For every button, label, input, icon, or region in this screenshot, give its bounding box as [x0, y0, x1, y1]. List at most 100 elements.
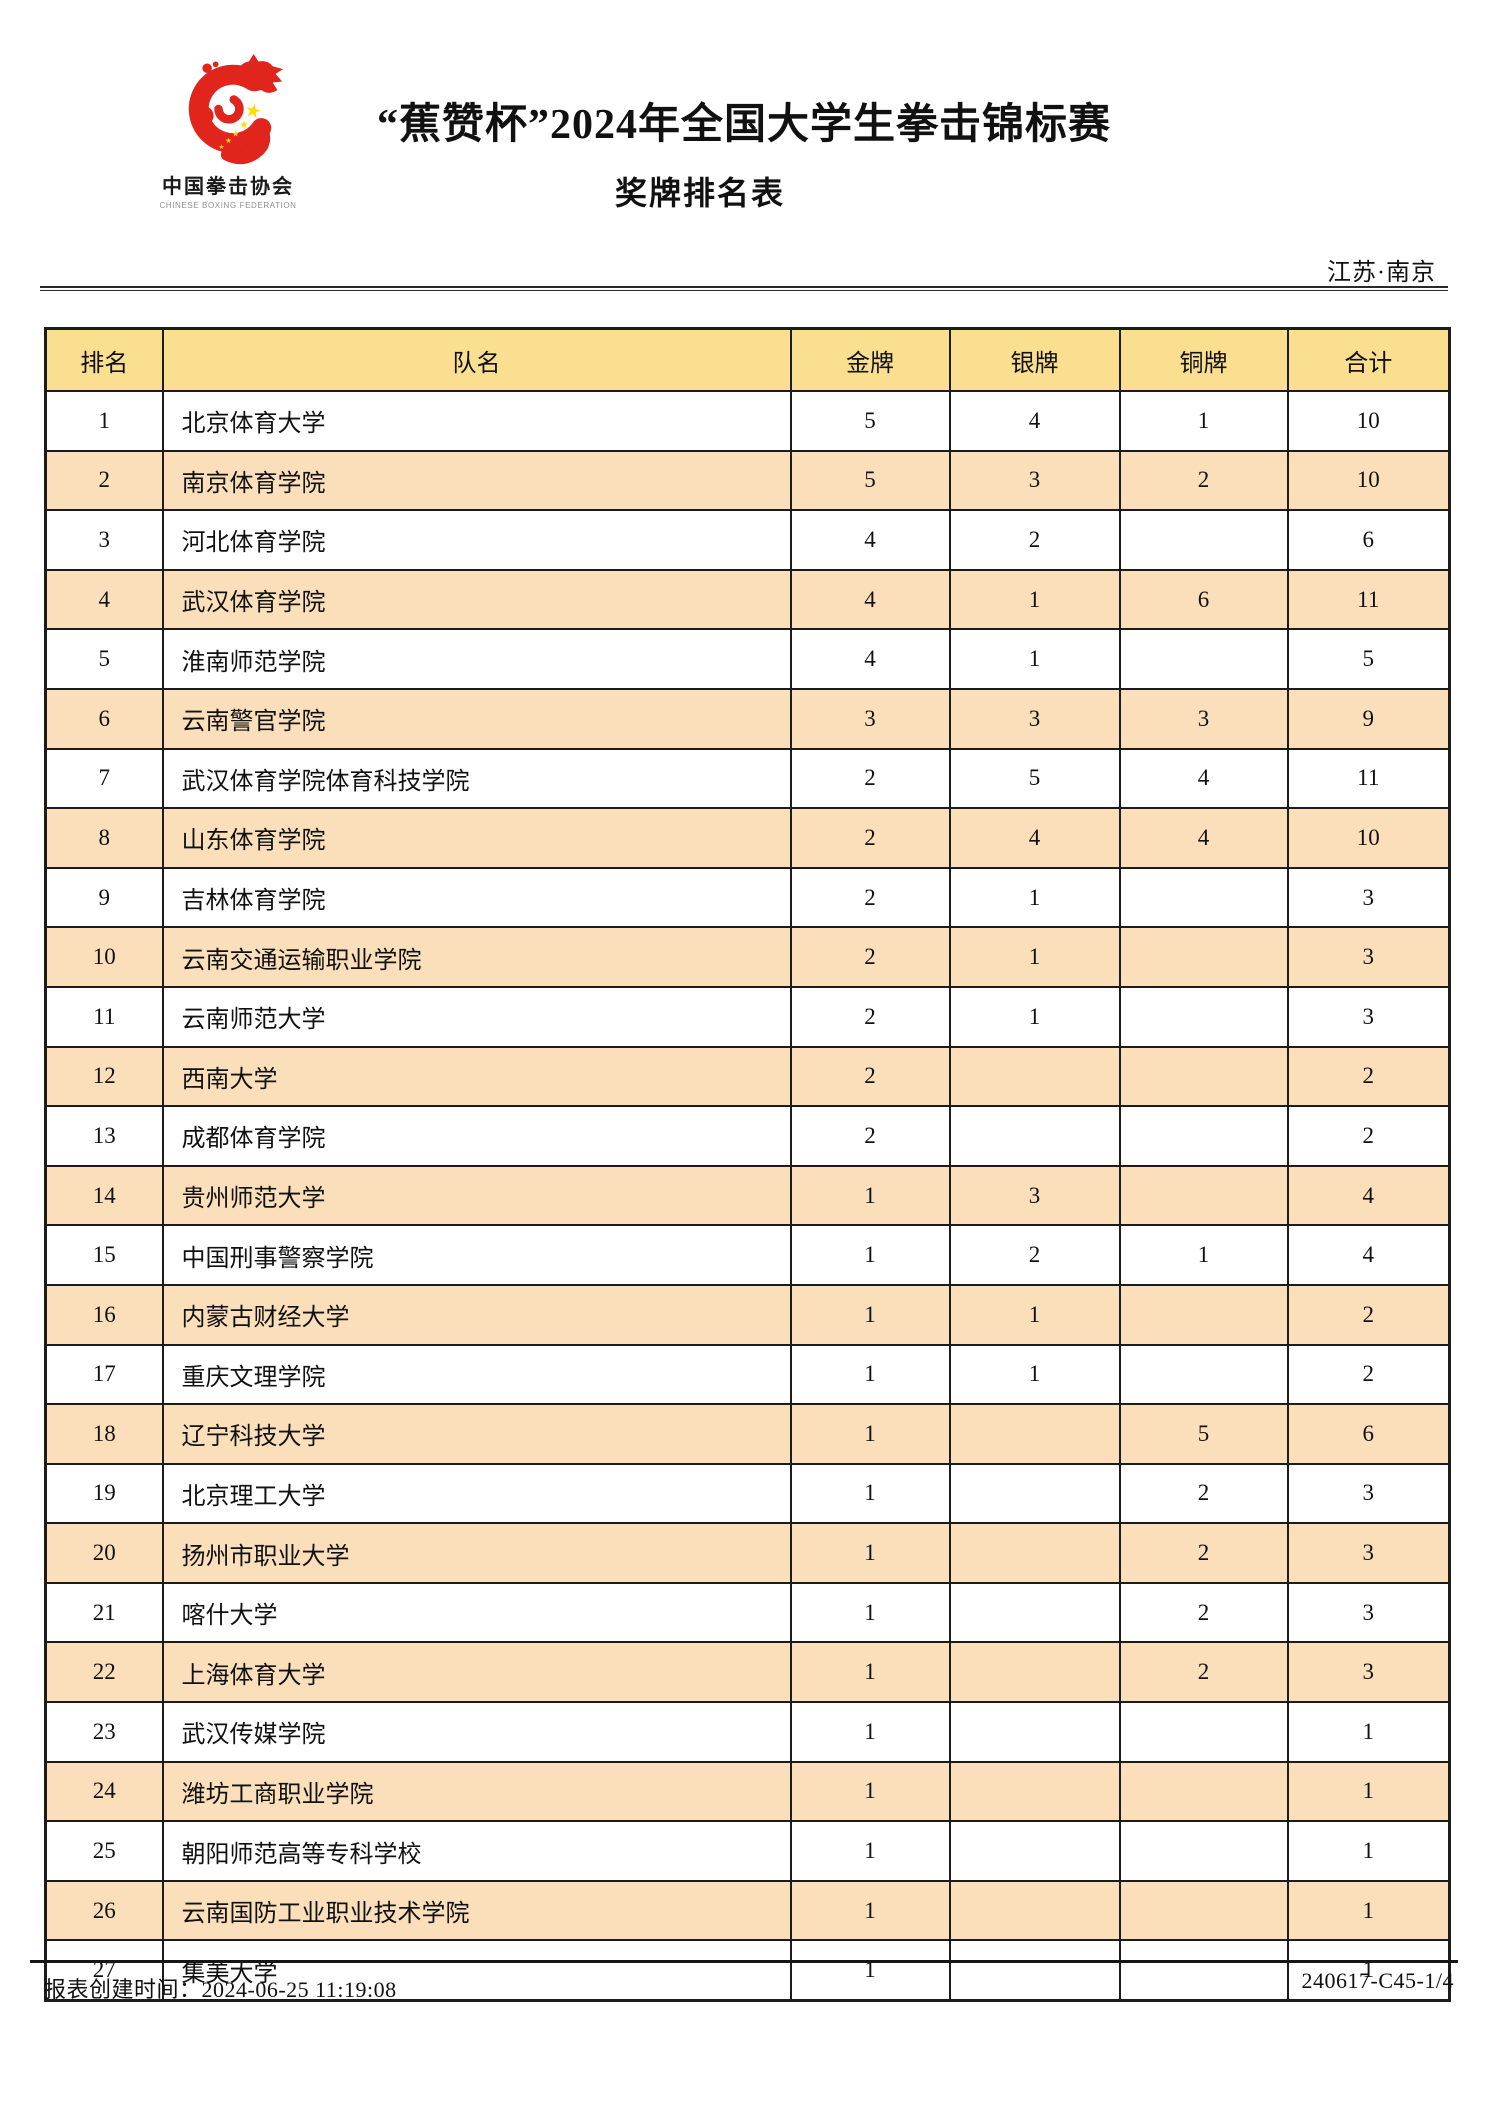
rank-cell: 5	[44, 628, 164, 690]
bronze-cell	[1118, 1045, 1289, 1108]
rank-cell: 24	[44, 1760, 164, 1823]
total-cell: 5	[1286, 628, 1451, 690]
rank-cell: 27	[44, 1939, 164, 2002]
total-cell: 9	[1286, 687, 1451, 750]
bronze-cell: 4	[1118, 747, 1289, 810]
total-cell: 1	[1286, 1760, 1451, 1823]
total-cell: 3	[1286, 926, 1451, 988]
total-cell: 3	[1286, 1641, 1451, 1704]
bronze-cell: 1	[1118, 390, 1289, 452]
table-row: 11 云南师范大学 2 1 3	[44, 985, 1451, 1048]
gold-cell: 4	[789, 568, 951, 631]
column-header-0: 排名	[44, 327, 164, 392]
bronze-cell	[1118, 1105, 1289, 1167]
rank-cell: 4	[44, 568, 164, 631]
header-divider	[40, 286, 1448, 291]
gold-cell: 1	[789, 1343, 951, 1406]
column-header-1: 队名	[161, 327, 792, 392]
team-cell: 山东体育学院	[161, 807, 792, 869]
column-header-3: 银牌	[948, 327, 1121, 392]
rank-cell: 13	[44, 1105, 164, 1167]
team-cell: 武汉体育学院体育科技学院	[161, 747, 792, 810]
rank-cell: 15	[44, 1224, 164, 1286]
event-location: 江苏·南京	[1327, 260, 1436, 286]
table-row: 2 南京体育学院 5 3 2 10	[44, 449, 1451, 512]
bronze-cell	[1118, 1939, 1289, 2002]
bronze-cell	[1118, 1820, 1289, 1882]
report-created-value: 2024-06-25 11:19:08	[201, 1977, 397, 2002]
bronze-cell: 5	[1118, 1403, 1289, 1465]
table-row: 8 山东体育学院 2 4 4 10	[44, 807, 1451, 869]
gold-cell: 1	[789, 1641, 951, 1704]
silver-cell	[948, 1641, 1121, 1704]
rank-cell: 3	[44, 509, 164, 571]
table-row: 15 中国刑事警察学院 1 2 1 4	[44, 1224, 1451, 1286]
team-cell: 河北体育学院	[161, 509, 792, 571]
table-row: 16 内蒙古财经大学 1 1 2	[44, 1283, 1451, 1346]
report-created-label: 报表创建时间：	[44, 1977, 202, 2002]
rank-cell: 20	[44, 1522, 164, 1584]
team-cell: 潍坊工商职业学院	[161, 1760, 792, 1823]
bronze-cell: 6	[1118, 568, 1289, 631]
team-cell: 内蒙古财经大学	[161, 1283, 792, 1346]
medal-table-body: 1 北京体育大学 5 4 1 10 2 南京体育学院 5 3 2 10 3 河北体育学院 4 2 6 4 武汉体育学…	[44, 390, 1451, 2002]
gold-cell: 5	[789, 390, 951, 452]
table-row: 1 北京体育大学 5 4 1 10	[44, 390, 1451, 452]
team-cell: 南京体育学院	[161, 449, 792, 512]
silver-cell: 1	[948, 985, 1121, 1048]
silver-cell	[948, 1939, 1121, 2002]
rank-cell: 6	[44, 687, 164, 750]
footer-divider	[30, 1960, 1458, 1963]
svg-text:★: ★	[232, 129, 240, 139]
medal-table-container: 排名 队名 金牌 银牌 铜牌 合计 1 北京体育大学 5 4 1 10 2 南京体育学院 5 3 2 10 3 河北…	[44, 327, 1451, 2003]
team-cell: 云南警官学院	[161, 687, 792, 750]
gold-cell: 2	[789, 985, 951, 1048]
rank-cell: 25	[44, 1820, 164, 1882]
rank-cell: 12	[44, 1045, 164, 1108]
boxing-federation-logo: ★ ★ ★ ★ ★ 中国拳击协会 CHINESE BOXING FEDERATI…	[158, 52, 298, 210]
team-cell: 辽宁科技大学	[161, 1403, 792, 1465]
team-cell: 贵州师范大学	[161, 1164, 792, 1227]
team-cell: 北京体育大学	[161, 390, 792, 452]
bronze-cell: 2	[1118, 1641, 1289, 1704]
gold-cell: 1	[789, 1164, 951, 1227]
total-cell: 4	[1286, 1164, 1451, 1227]
table-row: 22 上海体育大学 1 2 3	[44, 1641, 1451, 1704]
total-cell: 1	[1286, 1879, 1451, 1942]
total-cell: 3	[1286, 1581, 1451, 1644]
silver-cell: 1	[948, 568, 1121, 631]
table-row: 7 武汉体育学院体育科技学院 2 5 4 11	[44, 747, 1451, 810]
total-cell: 4	[1286, 1224, 1451, 1286]
team-cell: 武汉体育学院	[161, 568, 792, 631]
gold-cell: 4	[789, 509, 951, 571]
silver-cell: 4	[948, 390, 1121, 452]
gold-cell: 1	[789, 1820, 951, 1882]
column-header-4: 铜牌	[1118, 327, 1289, 392]
table-row: 12 西南大学 2 2	[44, 1045, 1451, 1108]
table-row: 21 喀什大学 1 2 3	[44, 1581, 1451, 1644]
gold-cell: 2	[789, 926, 951, 988]
team-cell: 吉林体育学院	[161, 866, 792, 929]
rank-cell: 26	[44, 1879, 164, 1942]
bronze-cell: 2	[1118, 1522, 1289, 1584]
table-row: 13 成都体育学院 2 2	[44, 1105, 1451, 1167]
team-cell: 喀什大学	[161, 1581, 792, 1644]
silver-cell: 1	[948, 1343, 1121, 1406]
gold-cell: 1	[789, 1939, 951, 2002]
table-row: 26 云南国防工业职业技术学院 1 1	[44, 1879, 1451, 1942]
team-cell: 重庆文理学院	[161, 1343, 792, 1406]
total-cell: 3	[1286, 1522, 1451, 1584]
silver-cell: 1	[948, 926, 1121, 988]
table-row: 18 辽宁科技大学 1 5 6	[44, 1403, 1451, 1465]
table-row: 27 集美大学 1 1	[44, 1939, 1451, 2002]
team-cell: 中国刑事警察学院	[161, 1224, 792, 1286]
silver-cell: 2	[948, 1224, 1121, 1286]
silver-cell	[948, 1820, 1121, 1882]
total-cell: 3	[1286, 866, 1451, 929]
total-cell: 2	[1286, 1105, 1451, 1167]
gold-cell: 1	[789, 1522, 951, 1584]
silver-cell	[948, 1045, 1121, 1108]
gold-cell: 1	[789, 1462, 951, 1525]
table-row: 6 云南警官学院 3 3 3 9	[44, 687, 1451, 750]
rank-cell: 7	[44, 747, 164, 810]
